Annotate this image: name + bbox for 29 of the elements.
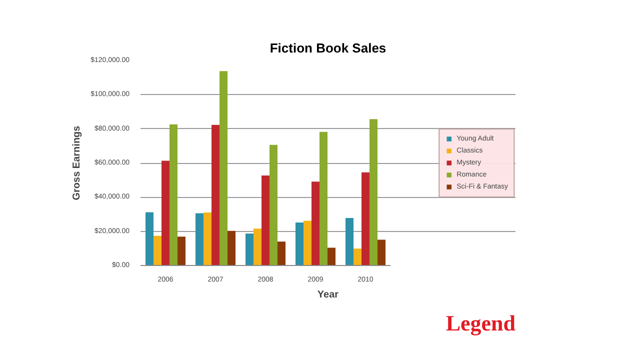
bar <box>362 172 370 266</box>
bar <box>370 119 378 266</box>
bar <box>246 234 254 266</box>
bar <box>170 124 178 266</box>
bar <box>220 71 228 266</box>
bar <box>254 228 262 266</box>
y-axis-title: Gross Earnings <box>72 125 83 200</box>
bar <box>320 132 328 266</box>
bar <box>312 182 320 266</box>
bar <box>178 236 186 266</box>
bar <box>296 222 304 266</box>
bar <box>270 144 278 266</box>
bar <box>154 236 162 266</box>
bar <box>212 124 220 266</box>
bar <box>354 248 362 266</box>
bar <box>196 213 204 266</box>
bar <box>304 220 312 266</box>
bar <box>278 242 286 266</box>
bar <box>328 248 336 266</box>
bar <box>146 212 154 266</box>
text: Legend <box>446 310 516 336</box>
bar <box>378 240 386 266</box>
bar <box>262 175 270 266</box>
bar <box>162 160 170 266</box>
bar <box>228 230 236 266</box>
chart-title: Fiction Book Sales <box>270 40 386 56</box>
bar <box>204 212 212 266</box>
x-axis-title: Year <box>317 290 339 300</box>
bar <box>346 218 354 266</box>
